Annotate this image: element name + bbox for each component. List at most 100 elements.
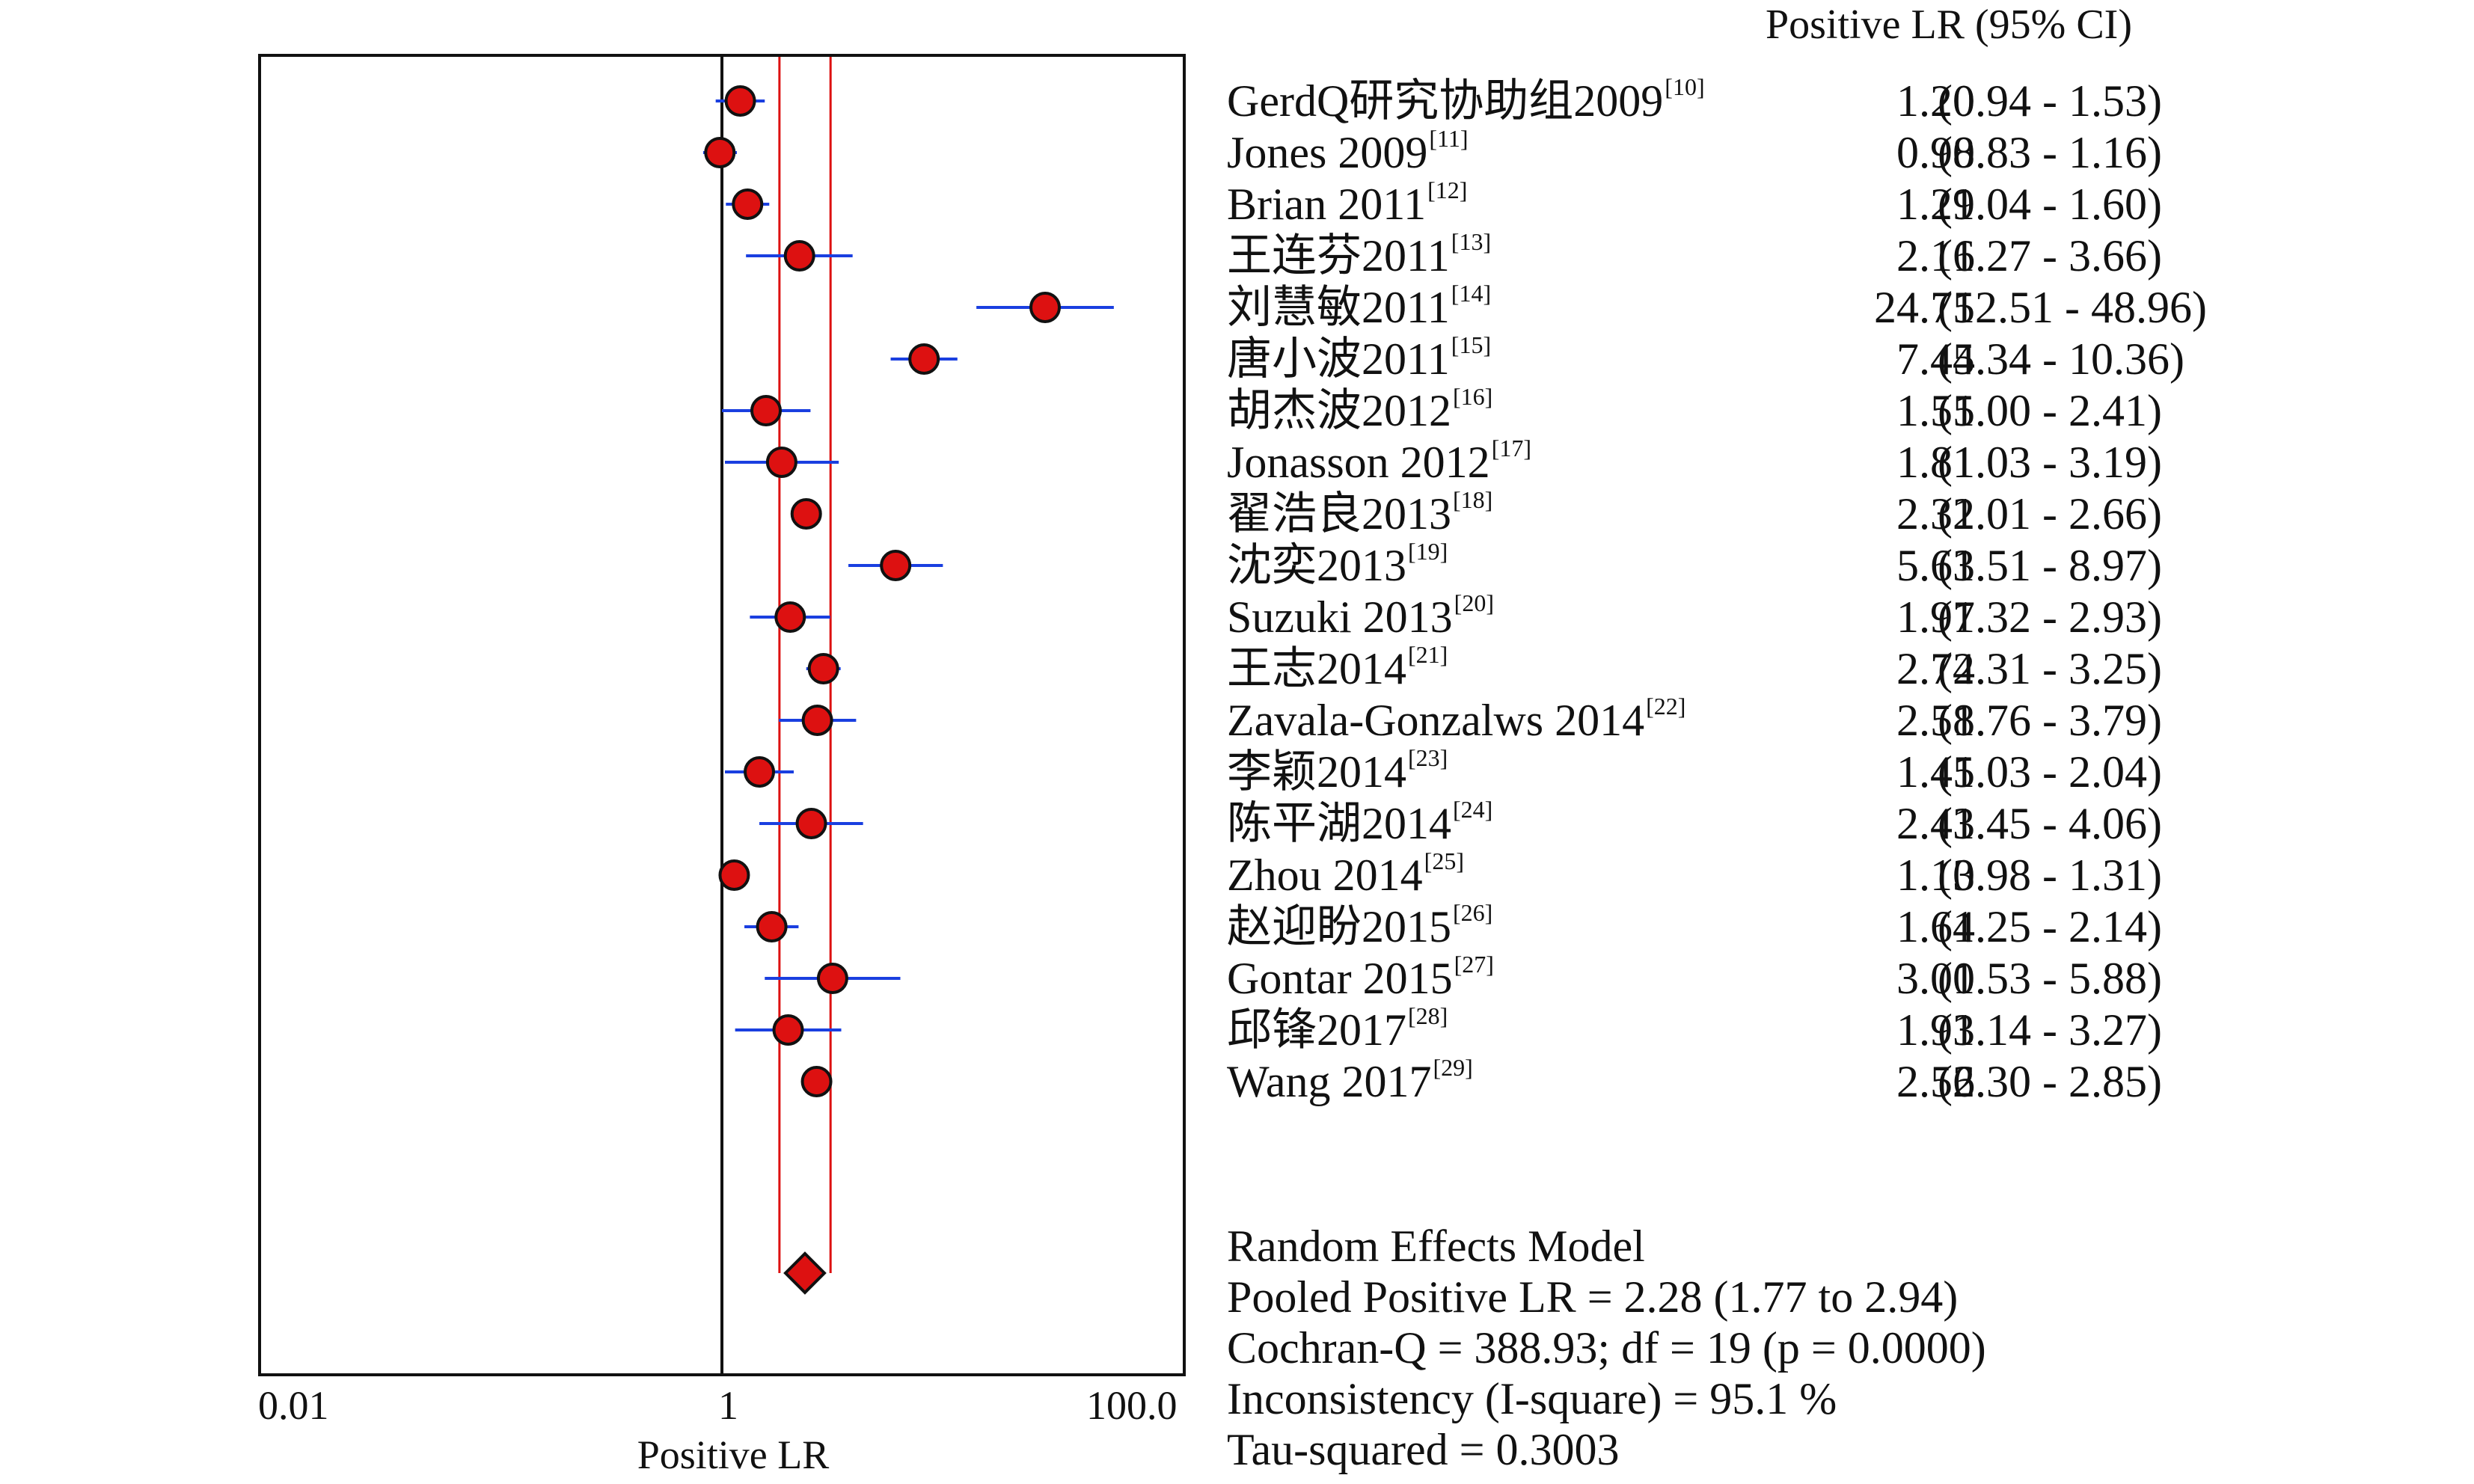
study-label: Wang 2017: [1227, 1057, 1432, 1106]
study-point: [908, 343, 940, 375]
summary-cochran-q: Cochran-Q = 388.93; df = 19 (p = 0.0000): [1227, 1323, 1986, 1373]
study-row: 赵迎盼2015[26] 1.64 (1.25 - 2.14): [0, 899, 2474, 953]
study-estimate: 2.56: [1896, 1057, 1975, 1106]
study-name: 邱锋2017[28]: [1227, 1002, 1448, 1063]
summary-tau-squared: Tau-squared = 0.3003: [1227, 1425, 1620, 1474]
study-label: Brian 2011: [1227, 180, 1427, 229]
study-name: Zavala-Gonzalws 2014[22]: [1227, 693, 1685, 753]
study-label: Jonasson 2012: [1227, 438, 1490, 487]
study-point: [800, 1066, 833, 1097]
study-reference: [21]: [1408, 641, 1448, 668]
study-label: Zavala-Gonzalws 2014: [1227, 696, 1645, 745]
study-ci: (1.03 - 2.04): [1938, 747, 2162, 797]
summary-model: Random Effects Model: [1227, 1221, 1645, 1271]
study-point: [756, 911, 788, 942]
study-point: [816, 963, 848, 994]
study-row: 翟浩良2013[18] 2.31 (2.01 - 2.66): [0, 486, 2474, 540]
study-ci: (2.30 - 2.85): [1938, 1057, 2162, 1106]
study-point: [880, 550, 912, 581]
study-reference: [16]: [1453, 383, 1493, 410]
study-ci: (5.34 - 10.36): [1938, 334, 2184, 384]
study-ci: (12.51 - 48.96): [1938, 283, 2207, 332]
study-reference: [20]: [1454, 589, 1494, 616]
study-label: Jones 2009: [1227, 128, 1428, 177]
study-reference: [18]: [1453, 486, 1493, 513]
study-ci: (1.32 - 2.93): [1938, 592, 2162, 642]
study-row: 王志2014[21] 2.74 (2.31 - 3.25): [0, 641, 2474, 695]
study-point: [724, 85, 756, 117]
study-name: GerdQ研究协助组2009[10]: [1227, 73, 1705, 134]
study-ci: (0.83 - 1.16): [1938, 128, 2162, 177]
study-reference: [28]: [1408, 1002, 1448, 1029]
study-estimate: 3.00: [1896, 954, 1975, 1003]
study-ci: (1.76 - 3.79): [1938, 696, 2162, 745]
study-point: [750, 395, 783, 426]
study-reference: [25]: [1424, 847, 1464, 874]
study-row: Suzuki 2013[20] 1.97 (1.32 - 2.93): [0, 589, 2474, 643]
study-name: 陈平湖2014[24]: [1227, 796, 1493, 856]
x-tick-label-min: 0.01: [258, 1383, 329, 1428]
study-point: [765, 447, 797, 478]
study-estimate: 2.74: [1896, 644, 1975, 693]
study-point: [744, 756, 776, 788]
study-reference: [10]: [1665, 73, 1705, 100]
summary-block: Random Effects Model Pooled Positive LR …: [1227, 1221, 1986, 1475]
study-ci: (1.53 - 5.88): [1938, 954, 2162, 1003]
plot-frame: [258, 54, 1186, 1376]
study-estimate: 0.98: [1896, 128, 1975, 177]
study-point: [1029, 292, 1062, 323]
study-name: 唐小波2011[15]: [1227, 331, 1491, 392]
study-estimate: 24.75: [1874, 283, 1975, 332]
study-row: Zhou 2014[25] 1.13 (0.98 - 1.31): [0, 847, 2474, 901]
study-estimate: 1.29: [1896, 180, 1975, 229]
study-reference: [14]: [1451, 280, 1492, 307]
study-label: 王志2014: [1227, 644, 1406, 693]
study-estimate: 1.20: [1896, 76, 1975, 126]
study-reference: [24]: [1453, 796, 1493, 823]
study-name: Zhou 2014[25]: [1227, 847, 1464, 908]
x-axis-label: Positive LR: [637, 1432, 830, 1477]
study-label: 唐小波2011: [1227, 334, 1450, 384]
study-label: 翟浩良2013: [1227, 489, 1451, 539]
study-name: Brian 2011[12]: [1227, 177, 1468, 237]
study-reference: [26]: [1453, 899, 1493, 926]
study-row: 李颖2014[23] 1.45 (1.03 - 2.04): [0, 744, 2474, 798]
study-reference: [19]: [1408, 538, 1448, 565]
study-name: Jones 2009[11]: [1227, 125, 1468, 186]
study-label: 李颖2014: [1227, 747, 1406, 797]
study-estimate: 1.97: [1896, 592, 1975, 642]
study-estimate: 1.81: [1896, 438, 1975, 487]
study-estimate: 2.16: [1896, 231, 1975, 280]
pooled-diamond: [783, 1251, 827, 1295]
study-name: 刘慧敏2011[14]: [1227, 280, 1492, 340]
study-reference: [17]: [1491, 435, 1531, 462]
study-row: 胡杰波2012[16] 1.55 (1.00 - 2.41): [0, 383, 2474, 437]
study-row: 王连芬2011[13] 2.16 (1.27 - 3.66): [0, 228, 2474, 282]
study-row: 刘慧敏2011[14] 24.75 (12.51 - 48.96): [0, 280, 2474, 334]
study-name: Wang 2017[29]: [1227, 1054, 1473, 1114]
study-ci: (1.04 - 1.60): [1938, 180, 2162, 229]
study-estimate: 1.13: [1896, 850, 1975, 900]
summary-pooled: Pooled Positive LR = 2.28 (1.77 to 2.94): [1227, 1272, 1959, 1322]
study-point: [807, 653, 839, 684]
study-row: 陈平湖2014[24] 2.43 (1.45 - 4.06): [0, 796, 2474, 850]
study-estimate: 2.31: [1896, 489, 1975, 539]
study-reference: [12]: [1427, 177, 1468, 203]
study-ci: (1.03 - 3.19): [1938, 438, 2162, 487]
study-label: Zhou 2014: [1227, 850, 1423, 900]
study-row: Jonasson 2012[17] 1.81 (1.03 - 3.19): [0, 435, 2474, 488]
study-name: Jonasson 2012[17]: [1227, 435, 1531, 495]
study-name: 王连芬2011[13]: [1227, 228, 1491, 289]
study-point: [783, 240, 815, 272]
study-point: [801, 705, 833, 736]
study-ci: (1.45 - 4.06): [1938, 799, 2162, 848]
study-name: 翟浩良2013[18]: [1227, 486, 1493, 547]
study-estimate: 1.93: [1896, 1005, 1975, 1055]
study-estimate: 5.61: [1896, 541, 1975, 590]
study-label: 邱锋2017: [1227, 1005, 1406, 1055]
study-name: 李颖2014[23]: [1227, 744, 1448, 805]
study-row: Brian 2011[12] 1.29 (1.04 - 1.60): [0, 177, 2474, 230]
study-label: 沈奕2013: [1227, 541, 1406, 590]
study-label: 胡杰波2012: [1227, 386, 1451, 435]
